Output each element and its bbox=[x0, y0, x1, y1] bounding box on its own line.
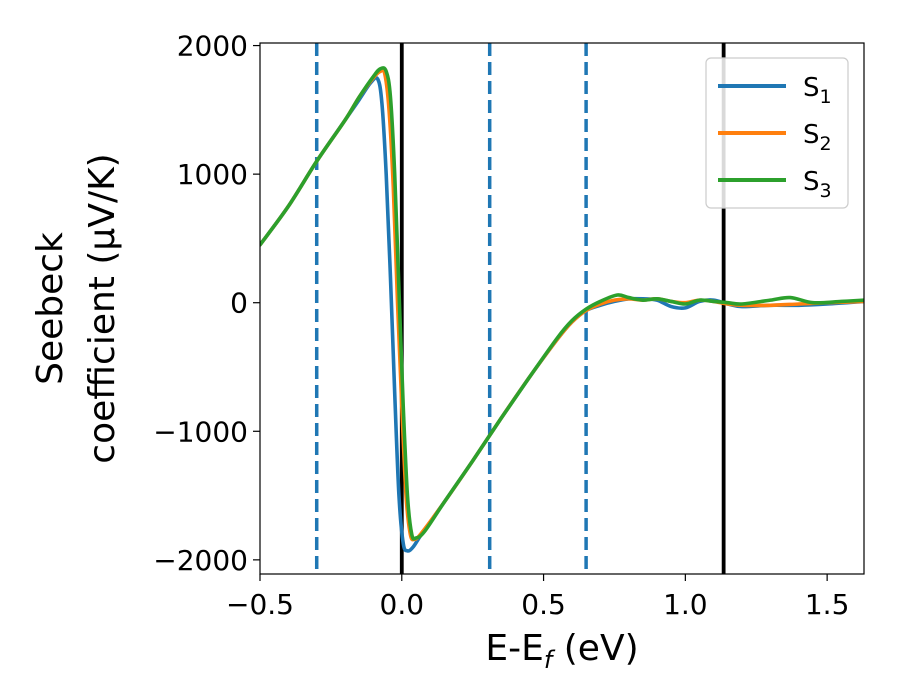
legend-label-s3: S3 bbox=[803, 167, 832, 202]
legend-label-s2: S2 bbox=[803, 120, 832, 155]
x-tick-label: 1.5 bbox=[805, 588, 850, 621]
legend: S1 S2 S3 bbox=[705, 57, 849, 209]
x-axis-title: E-Ef (eV) bbox=[485, 628, 638, 674]
y-tick-label: 2000 bbox=[177, 30, 248, 63]
x-tick-label: 0.5 bbox=[521, 588, 566, 621]
x-axis: −0.5 0.0 0.5 1.0 1.5 bbox=[226, 574, 849, 621]
series-layer bbox=[260, 66, 864, 553]
axis-titles: E-Ef (eV) Seebeck coefficient (μV/K) bbox=[30, 153, 639, 674]
y-axis: 2000 1000 0 −1000 −2000 bbox=[153, 30, 260, 577]
x-tick-label: 0.0 bbox=[380, 588, 425, 621]
plot-frame bbox=[259, 42, 865, 575]
x-tick-label: −0.5 bbox=[226, 588, 294, 621]
y-axis-title-line2: coefficient (μV/K) bbox=[82, 153, 123, 463]
x-tick-label: 1.0 bbox=[663, 588, 708, 621]
series-line-s3 bbox=[260, 66, 864, 541]
y-tick-label: 0 bbox=[230, 287, 248, 320]
y-tick-label: −1000 bbox=[153, 415, 248, 448]
y-tick-label: 1000 bbox=[177, 158, 248, 191]
y-tick-label: −2000 bbox=[153, 544, 248, 577]
y-axis-title: Seebeck coefficient (μV/K) bbox=[30, 153, 123, 463]
y-axis-title-line1: Seebeck bbox=[30, 232, 71, 385]
legend-label-s1: S1 bbox=[803, 73, 832, 108]
